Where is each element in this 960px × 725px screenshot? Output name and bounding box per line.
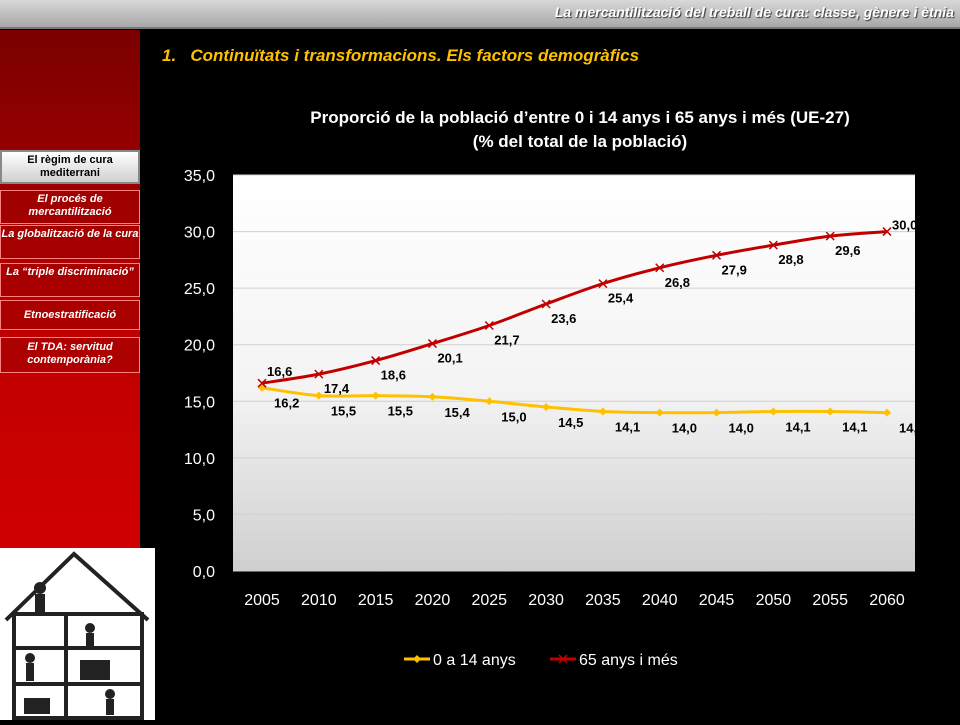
sidebar-item-label: El procés de mercantilització — [28, 193, 112, 218]
x-tick-label: 2025 — [471, 592, 507, 609]
data-point — [712, 408, 721, 417]
data-label: 14,1 — [785, 419, 810, 434]
data-label: 15,0 — [501, 409, 526, 424]
sidebar-item-label: La “triple discriminació” — [6, 266, 134, 278]
data-label: 23,6 — [551, 311, 576, 326]
plot-area — [233, 175, 915, 571]
x-tick-label: 2010 — [301, 592, 337, 609]
data-label: 30,0 — [892, 218, 917, 233]
data-point — [883, 408, 891, 417]
data-label: 14,0 — [899, 421, 924, 436]
y-tick-label: 5,0 — [193, 507, 215, 524]
legend-marker — [413, 655, 421, 663]
data-point — [257, 378, 267, 388]
x-tick-label: 2020 — [415, 592, 451, 609]
data-label: 21,7 — [494, 332, 519, 347]
sidebar-item-label: La globalització de la cura — [1, 228, 139, 240]
data-point — [882, 227, 892, 237]
data-point — [712, 250, 722, 260]
y-tick-label: 35,0 — [184, 168, 215, 185]
legend-marker — [558, 654, 568, 664]
data-point — [484, 320, 494, 331]
y-tick-label: 25,0 — [184, 281, 215, 298]
header-bar: La mercantilització del treball de cura:… — [0, 0, 960, 29]
data-label: 14,1 — [842, 419, 867, 434]
data-point — [314, 369, 324, 379]
data-label: 14,0 — [672, 421, 697, 436]
data-label: 14,5 — [558, 415, 583, 430]
data-label: 17,4 — [324, 381, 350, 396]
data-label: 29,6 — [835, 243, 860, 258]
sidebar-item-etnoestratificacio[interactable]: Etnoestratificació — [0, 300, 140, 330]
x-tick-label: 2005 — [244, 592, 280, 609]
data-point — [598, 279, 608, 289]
legend-label: 65 anys i més — [579, 652, 678, 669]
data-point — [427, 339, 437, 349]
section-heading: 1. Continuïtats i transformacions. Els f… — [162, 46, 640, 65]
sidebar-item-label: El TDA: servitud contemporània? — [27, 341, 113, 366]
legend-label: 0 a 14 anys — [433, 652, 516, 669]
chart-subtitle: (% del total de la població) — [472, 132, 688, 151]
data-point — [371, 356, 381, 366]
data-label: 16,6 — [267, 364, 292, 379]
x-tick-label: 2050 — [756, 592, 792, 609]
sidebar-item-triple-discriminacio[interactable]: La “triple discriminació” — [0, 263, 140, 297]
data-label: 15,4 — [444, 405, 470, 420]
y-tick-label: 30,0 — [184, 225, 215, 242]
y-tick-label: 20,0 — [184, 338, 215, 355]
chart-title: Proporció de la població d’entre 0 i 14 … — [310, 108, 850, 127]
data-point — [541, 299, 551, 309]
x-tick-label: 2045 — [699, 592, 735, 609]
data-point — [542, 402, 551, 411]
x-tick-label: 2055 — [812, 592, 848, 609]
y-tick-label: 10,0 — [184, 451, 215, 468]
data-label: 26,8 — [665, 275, 690, 290]
sidebar-item-globalitzacio[interactable]: La globalització de la cura — [0, 225, 140, 259]
sidebar-item-label: Etnoestratificació — [23, 309, 117, 321]
data-label: 25,4 — [608, 291, 634, 306]
data-point — [258, 383, 266, 392]
data-point — [768, 240, 778, 250]
data-point — [826, 407, 835, 416]
data-label: 18,6 — [381, 368, 406, 383]
y-tick-label: 0,0 — [193, 564, 215, 581]
series-line-age-65-plus — [261, 230, 888, 385]
x-tick-label: 2035 — [585, 592, 621, 609]
data-point — [769, 407, 778, 416]
data-point — [655, 263, 665, 273]
sidebar-item-label: El règim de cura mediterrani — [27, 154, 113, 179]
x-tick-label: 2040 — [642, 592, 678, 609]
x-tick-label: 2030 — [528, 592, 564, 609]
data-point — [314, 391, 323, 400]
x-tick-label: 2015 — [358, 592, 394, 609]
sidebar-item-tda[interactable]: El TDA: servitud contemporània? — [0, 337, 140, 373]
data-label: 20,1 — [437, 351, 462, 366]
data-point — [825, 231, 835, 241]
sidebar-item-regim-cura[interactable]: El règim de cura mediterrani — [0, 150, 140, 184]
data-label: 16,2 — [274, 396, 299, 411]
data-label: 14,1 — [615, 419, 640, 434]
data-label: 14,0 — [729, 421, 754, 436]
data-point — [485, 397, 494, 406]
sidebar-item-proces-mercantilitzacio[interactable]: El procés de mercantilització — [0, 190, 140, 224]
house-illustration — [4, 551, 150, 720]
data-point — [598, 407, 607, 416]
data-point — [655, 408, 664, 417]
presentation-title: La mercantilització del treball de cura:… — [554, 4, 954, 20]
data-label: 15,5 — [331, 404, 356, 419]
x-tick-label: 2060 — [869, 592, 905, 609]
series-line-age-0-14 — [261, 386, 888, 415]
data-label: 27,9 — [722, 262, 747, 277]
data-label: 28,8 — [778, 252, 803, 267]
data-label: 15,5 — [388, 404, 413, 419]
data-point — [371, 391, 380, 400]
y-tick-label: 15,0 — [184, 394, 215, 411]
house-illustration-panel — [0, 548, 155, 720]
data-point — [428, 392, 437, 401]
